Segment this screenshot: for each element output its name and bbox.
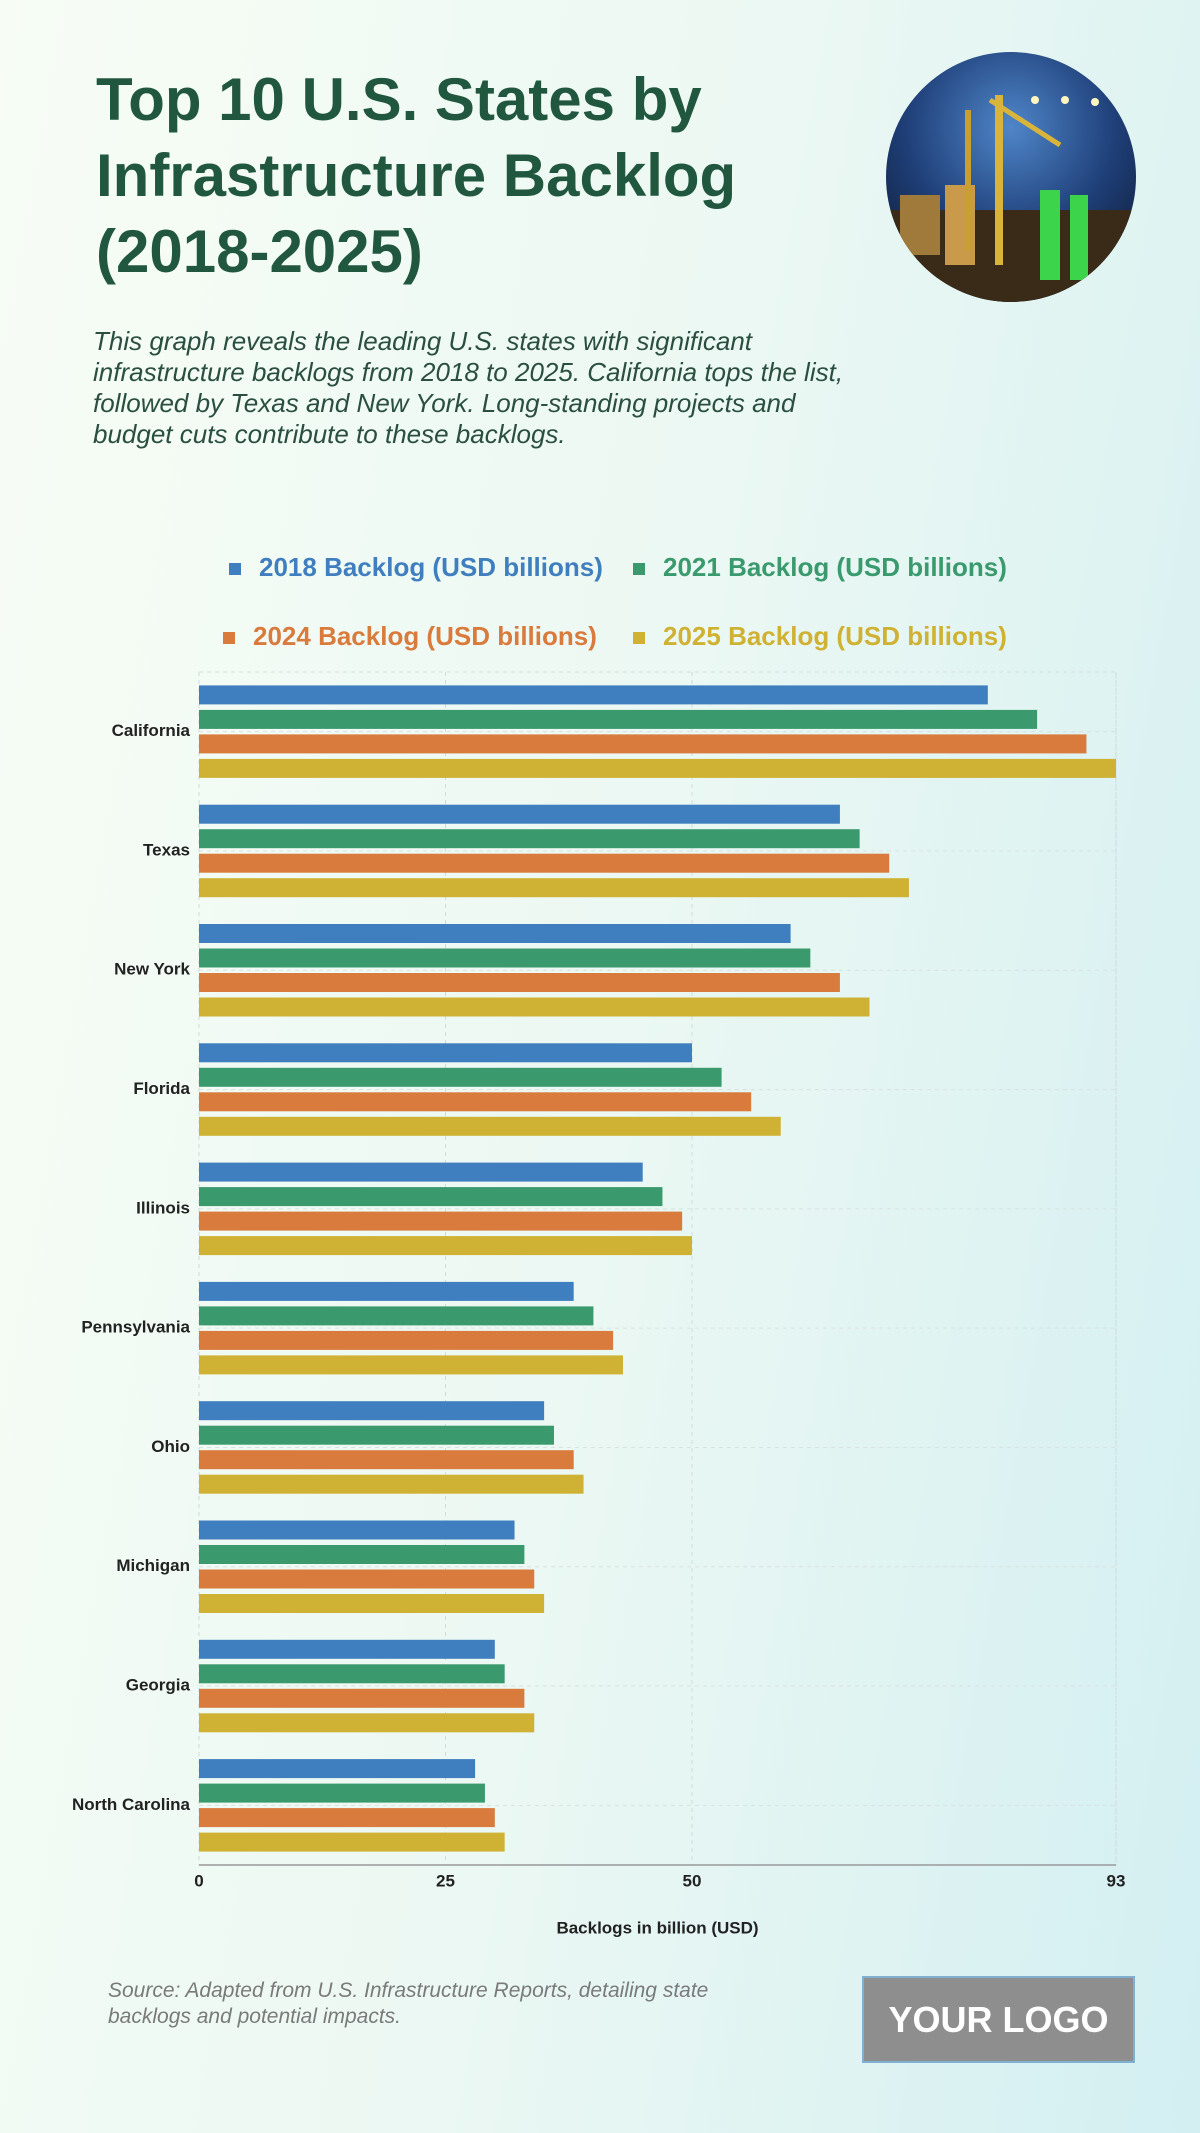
bar: [199, 1211, 683, 1231]
x-tick-label: 50: [683, 1871, 702, 1890]
bar: [199, 1401, 545, 1421]
y-tick-label: Georgia: [126, 1676, 191, 1695]
bar: [199, 1355, 623, 1375]
x-tick-label: 93: [1107, 1871, 1126, 1890]
bar: [199, 1545, 525, 1564]
legend-label: 2018 Backlog (USD billions): [259, 552, 603, 582]
bar: [199, 734, 1087, 754]
bar: [199, 1306, 594, 1326]
bar: [199, 878, 909, 898]
y-tick-label: Florida: [133, 1079, 190, 1098]
bar: [199, 1759, 476, 1779]
y-tick-label: Illinois: [136, 1198, 190, 1217]
legend-marker: [223, 632, 235, 644]
bar: [199, 685, 988, 705]
bar: [199, 1664, 505, 1684]
y-tick-label: Michigan: [116, 1556, 190, 1575]
bar: [199, 1688, 525, 1708]
bar: [199, 1639, 495, 1659]
bar: [199, 1520, 515, 1540]
bar: [199, 1187, 663, 1207]
logo: YOUR LOGO: [862, 1976, 1135, 2063]
bar: [199, 853, 890, 873]
bar: [199, 1162, 643, 1182]
source-note: Source: Adapted from U.S. Infrastructure…: [108, 1979, 709, 2028]
bar: [199, 948, 811, 968]
bar: [199, 1425, 554, 1445]
bar: [199, 1092, 752, 1112]
legend-label: 2024 Backlog (USD billions): [253, 621, 597, 651]
chart-subtitle: This graph reveals the leading U.S. stat…: [93, 326, 844, 449]
x-axis-title: Backlogs in billion (USD): [556, 1918, 758, 1937]
bar: [199, 1474, 584, 1494]
chart-title: Top 10 U.S. States by Infrastructure Bac…: [96, 66, 737, 285]
x-tick-label: 25: [436, 1871, 455, 1890]
y-tick-label: California: [112, 721, 191, 740]
legend-label: 2025 Backlog (USD billions): [663, 621, 1007, 651]
bar: [199, 1713, 535, 1733]
legend-label: 2021 Backlog (USD billions): [663, 552, 1007, 582]
bar: [199, 1330, 614, 1350]
bar: [199, 1236, 693, 1256]
legend-marker: [633, 632, 645, 644]
bar: [199, 973, 840, 992]
bar: [199, 1116, 781, 1136]
legend: 2018 Backlog (USD billions) 2021 Backlog …: [223, 552, 1007, 651]
bar: [199, 1043, 693, 1063]
y-tick-label: Ohio: [151, 1437, 190, 1456]
bar: [199, 1832, 505, 1852]
bar: [199, 709, 1038, 729]
y-tick-label: Pennsylvania: [81, 1318, 190, 1337]
bar: [199, 1594, 545, 1613]
bar: [199, 924, 791, 943]
y-tick-label: New York: [114, 960, 190, 979]
photo: [886, 52, 1136, 302]
y-tick-label: North Carolina: [72, 1795, 191, 1814]
bar: [199, 1450, 574, 1470]
bar: [199, 804, 840, 824]
bar: [199, 1783, 485, 1803]
legend-marker: [633, 563, 645, 575]
bar: [199, 829, 860, 849]
bar: [199, 1569, 535, 1589]
bar: [199, 1067, 722, 1087]
bar: [199, 1281, 574, 1301]
x-tick-label: 0: [194, 1871, 203, 1890]
y-tick-label: Texas: [143, 840, 190, 859]
bar: [199, 758, 1116, 778]
legend-marker: [229, 563, 241, 575]
bar: [199, 1808, 495, 1828]
bar: [199, 997, 870, 1017]
